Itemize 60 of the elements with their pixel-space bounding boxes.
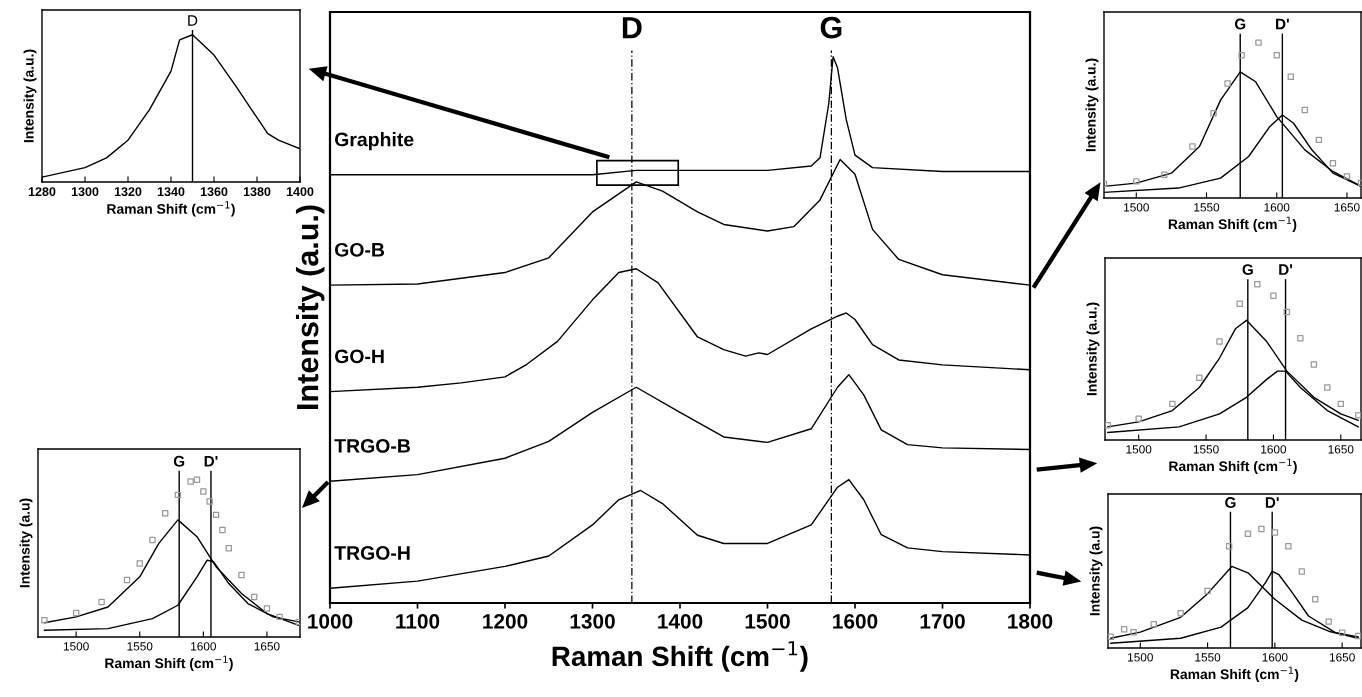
x-tick-label: 1600 [833, 613, 878, 629]
x-tick-label: 1400 [286, 187, 314, 197]
y-axis-title: Intensity (a.u.) [1085, 58, 1099, 152]
x-tick-label: 1550 [1195, 653, 1221, 662]
x-tick-label: 1360 [200, 187, 228, 197]
x-tick-label: 1280 [28, 187, 56, 197]
x-tick-label: 1650 [1328, 445, 1354, 454]
x-tick-label: 1500 [1128, 653, 1153, 662]
x-axis-title: Raman Shift (cm$^{−1}$) [1169, 458, 1297, 474]
x-tick-label: 1650 [254, 642, 280, 651]
x-tick-label: 1380 [243, 187, 271, 197]
x-tick-label: 1800 [1008, 613, 1053, 629]
y-axis-title: Intensity (a.u.) [295, 205, 325, 409]
x-tick-label: 1550 [1193, 445, 1219, 454]
ref-line-label: D [622, 17, 642, 39]
x-tick-label: 1600 [1262, 653, 1288, 662]
y-axis-title: Intensity (a.u) [19, 498, 33, 588]
y-axis-title: Intensity (a.u.) [1086, 302, 1100, 396]
x-tick-label: 1500 [745, 613, 790, 629]
x-tick-label: 1550 [127, 642, 153, 651]
x-axis-title: Raman Shift (cm$^{−1}$) [1168, 216, 1297, 232]
x-tick-label: 1100 [396, 613, 440, 629]
ref-line-label: G [820, 16, 842, 39]
series-label: TRGO-H [334, 546, 410, 560]
x-tick-label: 1600 [1264, 203, 1290, 212]
ref-line-label: G [173, 455, 185, 467]
x-tick-label: 1300 [570, 613, 615, 629]
y-axis-title: Intensity (a.u.) [23, 49, 37, 143]
ref-line-label: G [1242, 264, 1253, 275]
y-axis-title: Intensity (a.u) [1089, 526, 1103, 616]
x-tick-label: 1500 [63, 642, 89, 651]
ref-line-label: G [1225, 497, 1236, 508]
ref-line-label: D' [1279, 264, 1293, 275]
x-tick-label: 1200 [483, 613, 528, 629]
x-tick-label: 1000 [308, 613, 353, 629]
series-label: TRGO-B [334, 439, 410, 453]
ref-line-label: D [188, 15, 198, 26]
ref-line-label: D' [1265, 497, 1279, 508]
ref-line-label: D' [204, 456, 218, 467]
series-label: Graphite [335, 132, 414, 151]
x-tick-label: 1550 [1194, 203, 1220, 212]
x-tick-label: 1340 [157, 187, 185, 197]
series-label: GO-B [335, 242, 385, 257]
x-tick-label: 1700 [920, 613, 965, 629]
x-tick-label: 1400 [658, 613, 703, 629]
x-tick-label: 1500 [1126, 445, 1152, 454]
ref-line-label: G [1234, 18, 1246, 30]
x-axis-title: Raman Shift (cm$^{−1}$) [1170, 666, 1299, 682]
x-tick-label: 1650 [1329, 653, 1355, 662]
x-tick-label: 1320 [114, 187, 142, 197]
x-tick-label: 1600 [191, 642, 217, 651]
x-tick-label: 1650 [1334, 203, 1360, 212]
x-tick-label: 1300 [71, 187, 99, 197]
x-axis-title: Raman Shift (cm$^{−1}$) [105, 655, 233, 671]
x-tick-label: 1500 [1124, 203, 1149, 212]
x-axis-title: Raman Shift (cm$^{−1}$) [552, 641, 808, 672]
x-tick-label: 1600 [1261, 445, 1287, 454]
x-axis-title: Raman Shift (cm$^{−1}$) [107, 201, 235, 217]
ref-line-label: D' [1276, 18, 1289, 30]
series-label: GO-H [335, 349, 384, 364]
